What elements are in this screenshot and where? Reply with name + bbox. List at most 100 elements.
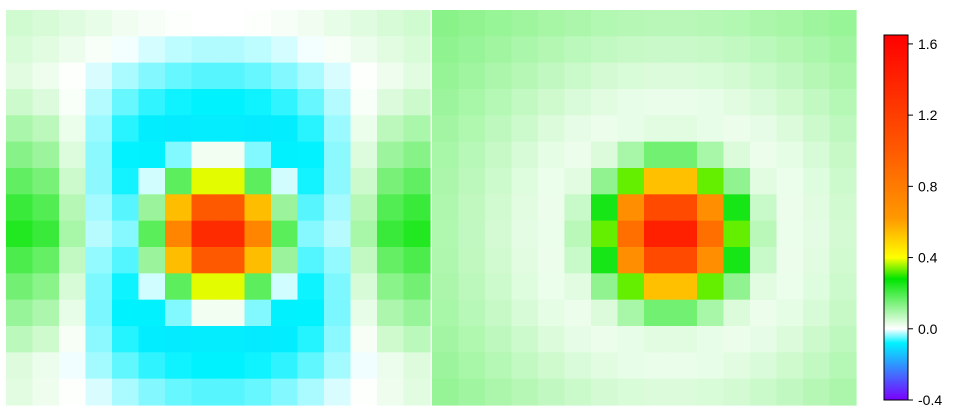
heatmap-cell <box>458 10 486 37</box>
heatmap-cell <box>564 299 592 327</box>
heatmap-cell <box>32 352 60 380</box>
heatmap-cell <box>271 352 299 380</box>
heatmap-cell <box>776 89 804 116</box>
heatmap-cell <box>377 168 405 195</box>
heatmap-cell <box>112 115 140 143</box>
colorbar-ticks: 1.6 1.2 0.8 0.4 0.0 -0.4 <box>908 36 942 408</box>
heatmap-cell <box>458 220 486 248</box>
heatmap-cell <box>138 194 166 222</box>
heatmap-cell <box>297 141 325 169</box>
heatmap-cell <box>829 326 857 353</box>
heatmap-cell <box>723 299 751 327</box>
heatmap-cell <box>564 36 592 64</box>
heatmap-cell <box>324 194 352 222</box>
heatmap-cell <box>6 273 34 301</box>
heatmap-cell <box>6 62 34 90</box>
heatmap-cell <box>297 89 325 116</box>
heatmap-cell <box>511 273 539 301</box>
heatmap-cell <box>511 36 539 64</box>
heatmap-cell <box>458 273 486 301</box>
heatmap-cell <box>485 299 513 327</box>
heatmap-cell <box>538 168 566 195</box>
heatmap-cell <box>750 220 778 248</box>
heatmap-cell <box>644 168 672 195</box>
heatmap-cell <box>218 326 246 353</box>
heatmap-cell <box>750 36 778 64</box>
heatmap-cell <box>750 10 778 37</box>
heatmap-cell <box>112 326 140 353</box>
heatmap-cell <box>538 62 566 90</box>
heatmap-cell <box>191 247 219 274</box>
heatmap-cell <box>138 115 166 143</box>
heatmap-cell <box>723 194 751 222</box>
heatmap-cell <box>697 220 725 248</box>
heatmap-cell <box>511 352 539 380</box>
heatmap-cell <box>432 273 460 301</box>
heatmap-cell <box>697 141 725 169</box>
heatmap-cell <box>829 378 857 406</box>
heatmap-cell <box>829 247 857 274</box>
heatmap-cell <box>750 115 778 143</box>
heatmap-cell <box>377 89 405 116</box>
heatmap-cell <box>297 62 325 90</box>
heatmap-cell <box>271 378 299 406</box>
heatmap-cell <box>350 220 378 248</box>
heatmap-cell <box>6 326 34 353</box>
heatmap-cell <box>165 36 193 64</box>
heatmap-cell <box>324 247 352 274</box>
heatmap-cell <box>803 36 831 64</box>
heatmap-cell <box>829 299 857 327</box>
heatmap-cell <box>617 273 645 301</box>
heatmap-cell <box>485 141 513 169</box>
heatmap-cell <box>458 299 486 327</box>
heatmap-cell <box>697 194 725 222</box>
heatmap-cell <box>829 352 857 380</box>
heatmap-cell <box>750 273 778 301</box>
heatmap-cell <box>591 141 619 169</box>
heatmap-cell <box>723 36 751 64</box>
heatmap-cell <box>350 168 378 195</box>
heatmap-cell <box>403 378 431 406</box>
heatmap-cell <box>377 326 405 353</box>
heatmap-cell <box>165 10 193 37</box>
heatmap-cell <box>697 115 725 143</box>
heatmap-cell <box>218 10 246 37</box>
heatmap-cell <box>538 10 566 37</box>
heatmap-cell <box>271 194 299 222</box>
heatmap-cell <box>670 89 698 116</box>
heatmap-cell <box>776 10 804 37</box>
heatmap-cell <box>191 352 219 380</box>
heatmap-cell <box>324 115 352 143</box>
heatmap-cell <box>271 247 299 274</box>
heatmap-cell <box>244 194 272 222</box>
colorbar-tick-label: -0.4 <box>918 392 942 408</box>
heatmap-cell <box>6 352 34 380</box>
heatmap-cell <box>350 299 378 327</box>
heatmap-cell <box>218 273 246 301</box>
heatmap-cell <box>670 168 698 195</box>
heatmap-cell <box>617 89 645 116</box>
heatmap-cell <box>538 247 566 274</box>
heatmap-cell <box>271 220 299 248</box>
heatmap-cell <box>59 36 87 64</box>
heatmap-cell <box>432 115 460 143</box>
heatmap-cell <box>218 299 246 327</box>
heatmap-cell <box>538 273 566 301</box>
heatmap-cell <box>803 141 831 169</box>
heatmap-cell <box>403 10 431 37</box>
heatmap-cell <box>432 220 460 248</box>
heatmap-cell <box>644 141 672 169</box>
heatmap-cell <box>6 168 34 195</box>
colorbar: 1.6 1.2 0.8 0.4 0.0 -0.4 <box>883 34 942 408</box>
heatmap-cell <box>591 10 619 37</box>
heatmap-cell <box>591 36 619 64</box>
heatmap-cell <box>776 299 804 327</box>
heatmap-cell <box>350 326 378 353</box>
heatmap-cell <box>85 247 113 274</box>
heatmap-cell <box>271 273 299 301</box>
heatmap-cell <box>485 352 513 380</box>
heatmap-cell <box>803 273 831 301</box>
heatmap-cell <box>6 141 34 169</box>
heatmap-cell <box>403 194 431 222</box>
